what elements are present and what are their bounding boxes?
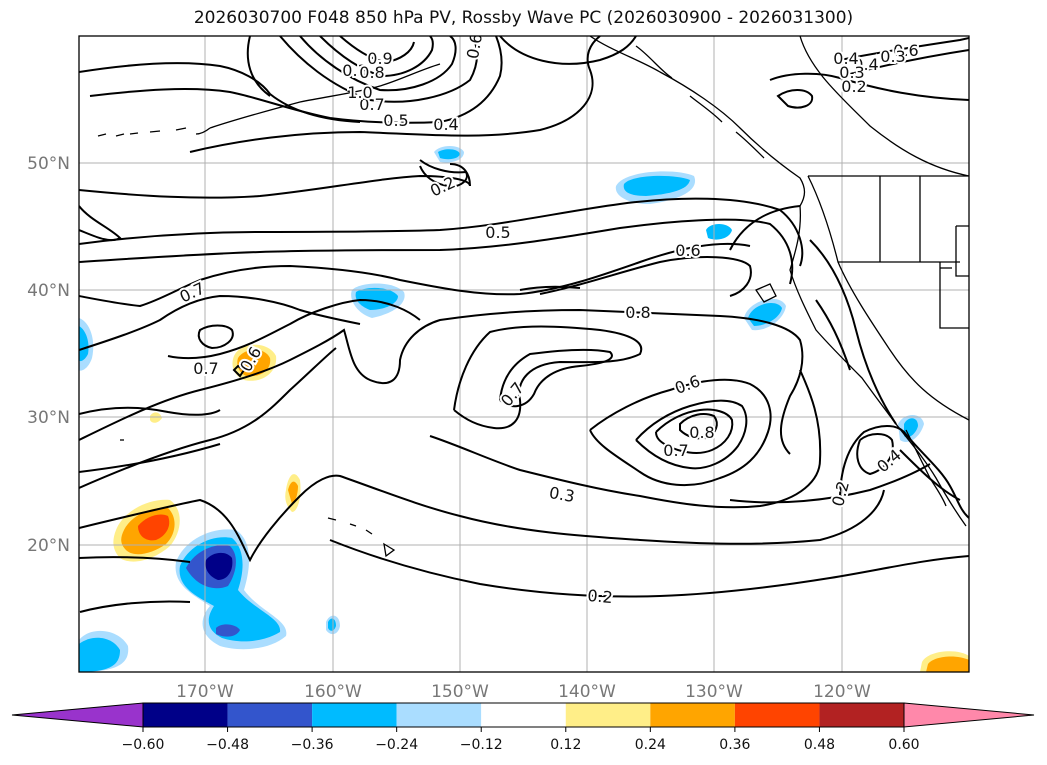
contour-label: 0.8 [689,423,714,442]
negative-anomaly-region [328,618,336,631]
negative-anomaly-region [205,552,233,580]
contour-label: 0.6 [463,32,486,60]
colorbar-tick-label: −0.36 [291,737,334,753]
positive-anomaly-region [926,656,969,672]
contour-label: 0.7 [359,95,384,114]
contour-label: 0.4 [833,49,858,68]
graticule [79,36,969,672]
colorbar-tick-label: −0.12 [460,737,503,753]
contour-label: 0.9 [367,49,392,68]
colorbar-tick-label: 0.60 [888,737,919,753]
colorbar-extend-right [903,702,1035,728]
longitude-labels: 170°W 160°W 150°W 140°W 130°W 120°W [176,682,871,702]
colorbar-tick-label: 0.24 [635,737,666,753]
negative-anomaly-region [216,624,240,637]
colorbar-segment [565,703,651,727]
colorbar-segment [819,703,904,727]
colorbar-tick-label: 0.48 [804,737,835,753]
plot-area: 0.2 0.3 0.4 0.5 0.6 0.7 0.8 1.0 0.9 0.6 … [75,21,969,672]
contour-label: 0.7 [88,21,113,40]
coastlines [97,36,969,558]
colorbar-tick-label: 0.12 [550,737,581,753]
contour-label: 0.5 [383,111,408,130]
lat-label: 20°N [27,536,70,556]
contour-label: 0.6 [675,241,700,260]
contour-label: 0.6 [88,21,113,40]
contour-label: 0.3 [342,61,367,80]
contour-label: 0.7 [193,359,218,378]
negative-anomaly-region [79,326,89,362]
positive-anomaly-region [138,514,170,541]
lon-label: 130°W [685,682,743,702]
colorbar-tick-label: −0.48 [206,737,249,753]
lon-label: 160°W [304,682,362,702]
colorbar-segment [396,703,482,727]
positive-anomaly-region [237,349,271,377]
lat-label: 30°N [27,408,70,428]
contour-label: 0.5 [485,223,510,242]
contour-label: 0.4 [433,115,458,134]
colorbar-tick-label: −0.24 [375,737,418,753]
lat-label: 40°N [27,281,70,301]
colorbar-segment [650,703,735,727]
negative-anomaly-region [438,149,460,160]
contour-label: 0.7 [663,441,688,460]
pv-contours [79,36,969,613]
contour-label: 0.2 [841,77,866,96]
lon-label: 150°W [431,682,489,702]
negative-anomaly-region [79,637,120,672]
contour-label: 0.3 [548,483,576,506]
contour-label: 0.4 [853,55,878,74]
contour-label: 0.5 [75,21,100,40]
positive-anomaly-region [150,412,162,423]
contour-label: 0.3 [880,47,905,66]
lon-label: 140°W [558,682,616,702]
colorbar-segment [143,703,228,727]
latitude-labels: 50°N 40°N 30°N 20°N [27,154,70,556]
positive-anomaly-region [288,481,298,504]
map-title: 2026030700 F048 850 hPa PV, Rossby Wave … [193,8,854,28]
colorbar-tick-label: 0.36 [719,737,750,753]
contour-label: 0.8 [359,63,384,82]
contour-label: 0.6 [893,41,918,60]
contour-label: 0.3 [839,63,864,82]
contour-label: 0.5 [88,21,113,40]
lat-label: 50°N [27,154,70,174]
plot-frame [78,35,970,673]
lon-label: 120°W [813,682,871,702]
contour-label: 1.0 [347,83,372,102]
colorbar-tick-label: −0.60 [122,737,165,753]
negative-anomaly-region [706,224,732,240]
negative-anomaly-region [623,175,690,196]
colorbar-outline [142,702,905,728]
colorbar-segment [227,703,313,727]
colorbar-segment [481,703,566,727]
contour-label: 0.8 [625,303,650,322]
colorbar: −0.60 −0.48 −0.36 −0.24 −0.12 0.12 0.24 0.36 0.4… [11,702,1035,753]
contour-label: 0.2 [587,586,614,607]
contour-label: 0.6 [88,21,113,40]
colorbar-segment [734,703,820,727]
colorbar-segment [312,703,397,727]
lon-label: 170°W [176,682,234,702]
colorbar-extend-left [11,702,144,728]
